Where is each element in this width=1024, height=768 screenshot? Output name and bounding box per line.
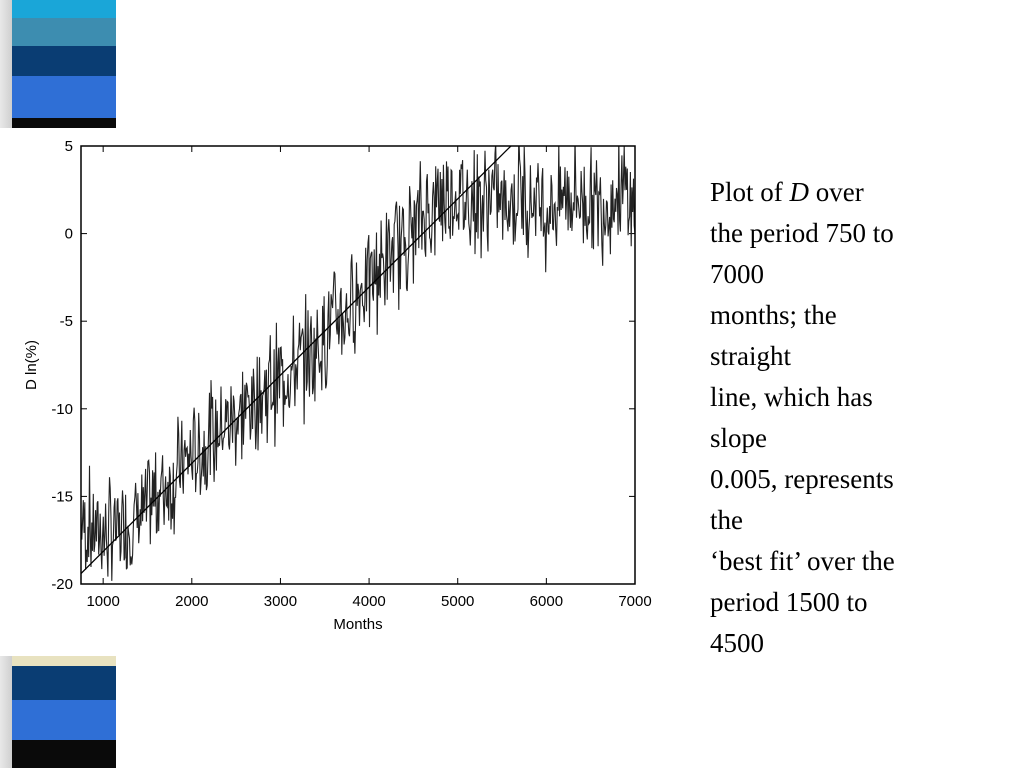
caption-line-2: the period 750 to xyxy=(710,218,894,248)
caption-line-7: slope xyxy=(710,423,767,453)
x-tick-label: 7000 xyxy=(618,593,651,610)
plot-area xyxy=(81,146,635,581)
caption-line-6: line, which has xyxy=(710,382,873,412)
d-over-months-chart: 1000 2000 3000 4000 5000 6000 7000 5 0 -5 -10 -15 -2… xyxy=(23,138,652,633)
caption-line-11: period 1500 to xyxy=(710,587,868,617)
x-tick-label: 5000 xyxy=(441,593,474,610)
caption-line-1: Plot of D over xyxy=(710,172,1010,213)
decorative-stripes-top xyxy=(0,0,116,128)
stripe-black xyxy=(12,740,116,768)
decorative-stripes-bottom xyxy=(0,656,116,768)
caption-line-3: 7000 xyxy=(710,259,764,289)
y-tick-label: -20 xyxy=(51,576,73,593)
x-tick-label: 4000 xyxy=(352,593,385,610)
x-tick-label: 1000 xyxy=(86,593,119,610)
caption-line-4: months; the xyxy=(710,300,837,330)
stripe-teal xyxy=(12,18,116,46)
stripe-navy xyxy=(12,46,116,76)
x-tick-label: 3000 xyxy=(264,593,297,610)
caption-text: over xyxy=(809,177,864,207)
caption-line-8: 0.005, represents xyxy=(710,464,894,494)
tick-labels: 1000 2000 3000 4000 5000 6000 7000 5 0 -5 -10 -15 -2… xyxy=(51,138,651,610)
stripe-blue xyxy=(12,700,116,740)
x-tick-label: 6000 xyxy=(530,593,563,610)
x-axis-label: Months xyxy=(333,616,382,633)
stripe-navy xyxy=(12,666,116,700)
stripe-blue xyxy=(12,76,116,118)
chart-caption: Plot of D over the period 750 to 7000 mo… xyxy=(710,172,1010,664)
y-tick-label: 5 xyxy=(65,138,73,155)
caption-variable-d: D xyxy=(789,177,810,207)
caption-line-12: 4500 xyxy=(710,628,764,658)
caption-line-5: straight xyxy=(710,341,791,371)
y-tick-label: -15 xyxy=(51,488,73,505)
plot-frame xyxy=(80,145,636,585)
stripe-cyan xyxy=(12,0,116,18)
caption-text: Plot of xyxy=(710,177,790,207)
best-fit-line xyxy=(81,146,512,574)
stripe-cream xyxy=(12,656,116,666)
data-series-line xyxy=(81,146,635,581)
stripe-black xyxy=(12,118,116,128)
caption-line-9: the xyxy=(710,505,743,535)
y-tick-label: -10 xyxy=(51,401,73,418)
caption-line-10: ‘best fit’ over the xyxy=(710,546,895,576)
y-axis-label: D ln(%) xyxy=(23,340,40,390)
x-tick-label: 2000 xyxy=(175,593,208,610)
y-tick-label: 0 xyxy=(65,226,73,243)
y-tick-label: -5 xyxy=(60,313,73,330)
